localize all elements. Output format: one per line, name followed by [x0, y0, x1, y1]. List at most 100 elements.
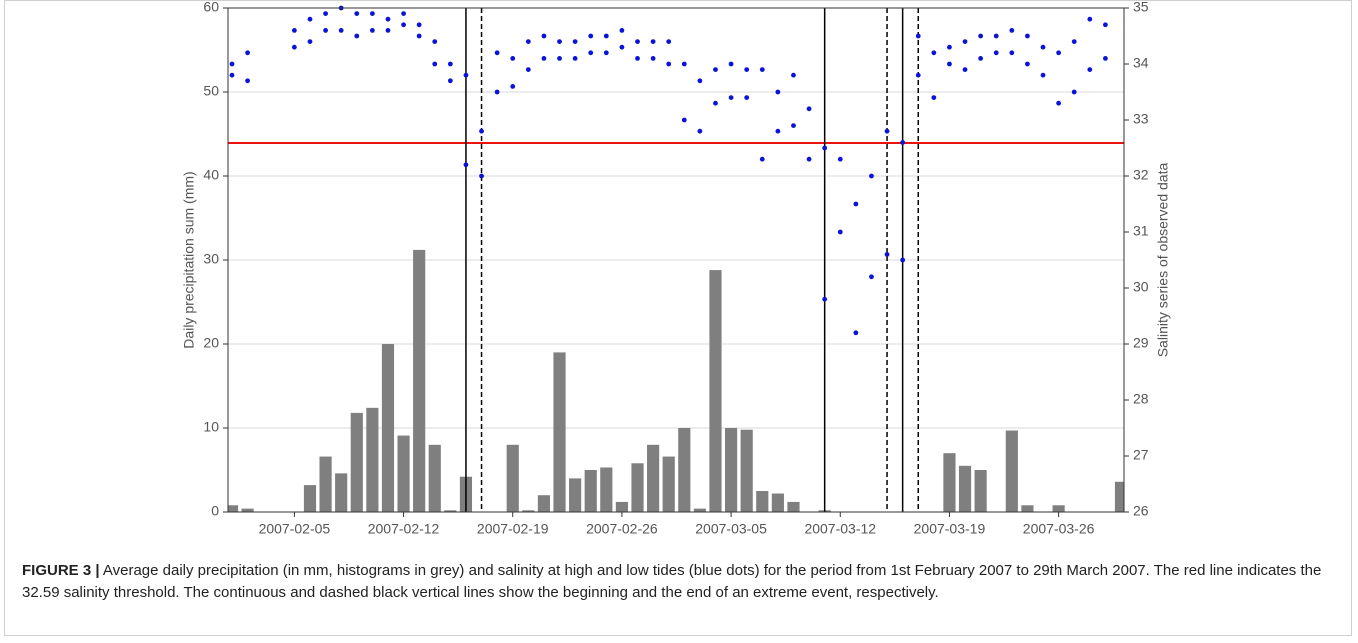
salinity-dot — [837, 229, 843, 235]
salinity-dot — [338, 28, 344, 33]
bar — [350, 412, 363, 512]
salinity-dot — [603, 50, 609, 56]
x-tick-label: 2007-02-12 — [368, 521, 440, 537]
bar — [1114, 481, 1124, 512]
salinity-dot — [525, 39, 531, 44]
y2-tick-label: 33 — [1133, 111, 1149, 127]
bar — [600, 467, 613, 512]
salinity-dot — [1009, 28, 1015, 33]
salinity-dot — [962, 67, 968, 72]
salinity-dot — [744, 67, 750, 72]
caption-text: Average daily precipitation (in mm, hist… — [22, 562, 1322, 601]
salinity-dot — [947, 61, 952, 67]
bar — [553, 352, 566, 512]
bar — [787, 501, 800, 512]
salinity-dot — [869, 173, 874, 179]
bar — [662, 456, 675, 512]
bar — [319, 456, 332, 512]
salinity-dot — [1025, 61, 1030, 67]
salinity-dot — [697, 78, 703, 84]
salinity-dot — [479, 173, 484, 179]
bar — [756, 491, 769, 512]
salinity-dot — [1103, 56, 1108, 61]
figure-frame — [4, 0, 1352, 636]
bar — [678, 428, 691, 512]
bar — [397, 435, 410, 512]
salinity-dot — [291, 28, 297, 33]
salinity-dot — [1087, 67, 1093, 72]
bar — [1052, 505, 1065, 512]
salinity-dot — [666, 61, 672, 67]
salinity-dot — [853, 201, 859, 207]
bar — [943, 453, 956, 512]
salinity-dot — [572, 56, 578, 61]
salinity-dot — [619, 44, 625, 50]
salinity-dot — [588, 50, 594, 56]
y2-tick-label: 30 — [1133, 279, 1149, 295]
bar — [740, 429, 753, 512]
y2-tick-label: 29 — [1133, 335, 1149, 351]
caption: FIGURE 3 | Average daily precipitation (… — [22, 560, 1342, 604]
salinity-dot — [947, 44, 952, 50]
salinity-dot — [1040, 44, 1046, 50]
salinity-dot — [962, 39, 968, 44]
bar — [537, 495, 551, 512]
salinity-dot — [401, 22, 406, 28]
salinity-dot — [728, 61, 734, 67]
salinity-dot — [1103, 22, 1108, 28]
salinity-dot — [666, 39, 672, 44]
salinity-dot — [541, 56, 547, 61]
salinity-dot — [993, 50, 999, 56]
salinity-dot — [759, 156, 765, 162]
salinity-dot — [354, 33, 360, 39]
salinity-dot — [806, 156, 812, 162]
salinity-dot — [229, 72, 235, 78]
salinity-dot — [884, 252, 890, 257]
bar — [366, 407, 379, 512]
bar — [1005, 430, 1018, 512]
y2-tick-label: 32 — [1133, 167, 1149, 183]
salinity-dot — [884, 128, 890, 134]
y2-tick-label: 35 — [1133, 0, 1149, 15]
salinity-dot — [510, 56, 516, 61]
salinity-dot — [619, 28, 625, 33]
salinity-dot — [432, 39, 438, 44]
y-tick-label: 60 — [203, 0, 219, 15]
bar — [381, 344, 395, 512]
salinity-dot — [744, 95, 750, 100]
salinity-dot — [1071, 39, 1077, 44]
x-tick-label: 2007-03-19 — [914, 521, 986, 537]
salinity-dot — [791, 123, 796, 128]
bar — [584, 470, 597, 512]
salinity-dot — [307, 16, 313, 22]
salinity-dot — [416, 33, 422, 39]
salinity-dot — [603, 33, 609, 39]
salinity-dot — [791, 72, 796, 78]
y-tick-label: 30 — [203, 251, 219, 267]
salinity-dot — [323, 28, 328, 33]
salinity-dot — [572, 39, 578, 44]
bar — [522, 510, 535, 512]
y-axis-label: Daily precipitation sum (mm) — [181, 171, 197, 348]
salinity-dot — [494, 89, 500, 95]
bar — [569, 478, 582, 512]
x-tick-label: 2007-03-05 — [695, 521, 767, 537]
salinity-dot — [463, 162, 469, 168]
bar — [228, 505, 239, 512]
salinity-dot — [463, 72, 469, 78]
x-tick-label: 2007-02-05 — [259, 521, 331, 537]
salinity-dot — [1056, 100, 1062, 106]
salinity-dot — [401, 11, 406, 16]
bar — [506, 444, 519, 512]
x-tick-label: 2007-03-26 — [1023, 521, 1095, 537]
bar — [1021, 505, 1034, 512]
x-tick-label: 2007-03-12 — [804, 521, 876, 537]
salinity-dot — [1071, 89, 1077, 95]
caption-label: FIGURE 3 | — [22, 562, 100, 579]
salinity-dot — [494, 50, 500, 56]
y2-tick-label: 28 — [1133, 391, 1149, 407]
salinity-dot — [354, 11, 360, 16]
salinity-dot — [806, 106, 812, 112]
salinity-dot — [369, 11, 375, 16]
